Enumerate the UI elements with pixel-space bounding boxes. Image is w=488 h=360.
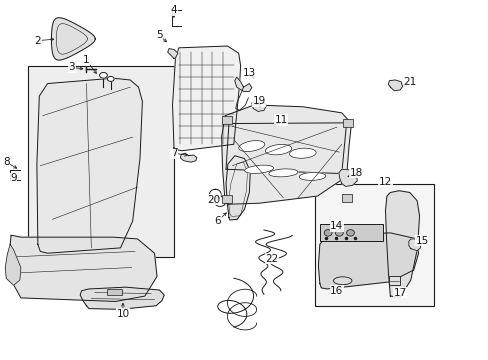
Polygon shape — [37, 78, 142, 253]
Text: 8: 8 — [3, 157, 10, 167]
Text: 10: 10 — [116, 309, 129, 319]
Text: 3: 3 — [68, 63, 75, 72]
Ellipse shape — [265, 144, 291, 155]
Bar — [342, 119, 353, 127]
Text: 5: 5 — [156, 30, 163, 40]
Bar — [107, 289, 122, 295]
Polygon shape — [387, 80, 402, 91]
Polygon shape — [180, 153, 197, 162]
Text: 1: 1 — [83, 55, 90, 65]
Polygon shape — [338, 169, 357, 186]
Text: 19: 19 — [252, 96, 265, 107]
Bar — [314, 184, 433, 306]
Text: 14: 14 — [329, 221, 343, 231]
Polygon shape — [5, 244, 21, 285]
Polygon shape — [167, 49, 178, 59]
Text: 9: 9 — [10, 173, 17, 183]
Polygon shape — [408, 239, 420, 251]
Text: 16: 16 — [329, 286, 343, 296]
Ellipse shape — [324, 230, 331, 236]
Bar — [388, 276, 399, 285]
Ellipse shape — [346, 230, 354, 236]
Bar — [221, 195, 232, 203]
Polygon shape — [172, 46, 240, 151]
Polygon shape — [318, 233, 418, 289]
Polygon shape — [234, 77, 251, 91]
Circle shape — [107, 76, 114, 81]
Polygon shape — [80, 287, 164, 309]
Bar — [28, 66, 174, 257]
Circle shape — [100, 72, 107, 78]
Polygon shape — [221, 105, 351, 204]
Polygon shape — [251, 102, 266, 111]
Polygon shape — [225, 156, 250, 220]
Ellipse shape — [238, 141, 264, 152]
Text: 6: 6 — [214, 216, 221, 226]
Text: 21: 21 — [403, 77, 416, 87]
Ellipse shape — [335, 230, 343, 236]
Bar — [319, 224, 382, 242]
Text: 18: 18 — [349, 168, 362, 178]
Text: 4: 4 — [170, 5, 177, 15]
Ellipse shape — [244, 165, 273, 174]
Text: 13: 13 — [242, 68, 255, 78]
Polygon shape — [51, 18, 95, 60]
Text: 11: 11 — [274, 115, 287, 125]
Polygon shape — [9, 235, 157, 301]
Text: 2: 2 — [35, 36, 41, 46]
Ellipse shape — [299, 172, 325, 180]
Ellipse shape — [333, 277, 351, 285]
Polygon shape — [385, 191, 419, 297]
Text: 7: 7 — [170, 148, 177, 158]
Bar — [341, 194, 352, 202]
Ellipse shape — [268, 169, 297, 177]
Bar — [221, 116, 232, 123]
Ellipse shape — [289, 148, 316, 158]
Text: 12: 12 — [378, 177, 391, 187]
Text: 22: 22 — [264, 253, 278, 264]
Text: 15: 15 — [414, 236, 427, 246]
Text: 20: 20 — [207, 195, 220, 204]
Text: 17: 17 — [393, 288, 406, 297]
